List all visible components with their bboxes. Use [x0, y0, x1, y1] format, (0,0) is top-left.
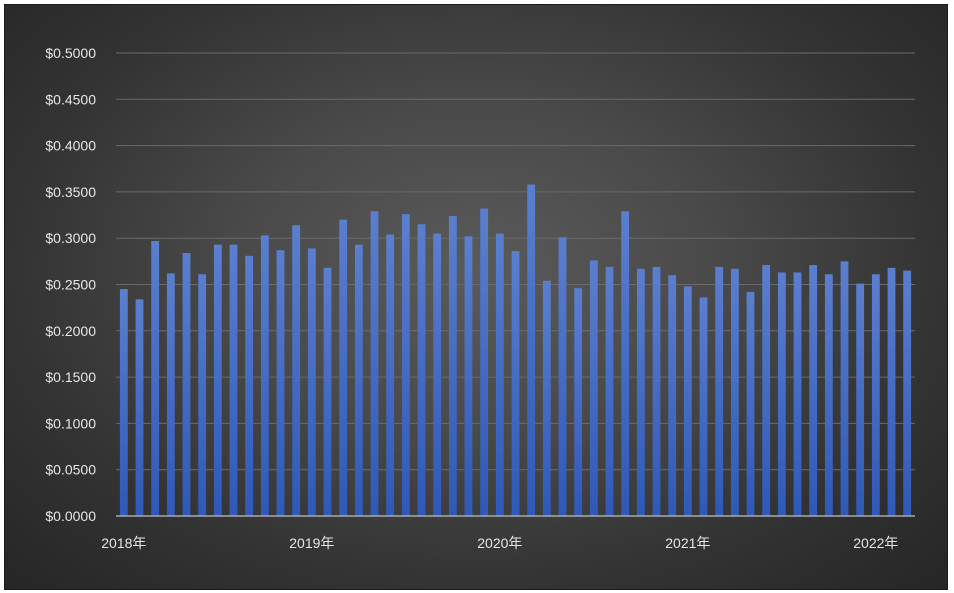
bar — [119, 289, 128, 516]
y-tick-label: $0.0000 — [45, 508, 96, 524]
x-tick-label: 2019年 — [289, 535, 334, 551]
bar — [401, 214, 410, 516]
bar — [245, 255, 254, 517]
bar — [166, 273, 175, 516]
bar — [558, 237, 567, 516]
bar — [824, 274, 833, 516]
y-tick-label: $0.0500 — [45, 462, 96, 478]
bar — [323, 267, 332, 516]
y-axis-tick-labels: $0.0000 $0.0500 $0.1000 $0.1500 $0.2000 $0.25… — [45, 45, 96, 524]
bar — [887, 267, 896, 516]
bar — [793, 272, 802, 516]
bar — [433, 233, 442, 516]
y-tick-label: $0.2500 — [45, 277, 96, 293]
bar — [809, 265, 818, 516]
bar — [605, 266, 614, 516]
bar — [589, 260, 598, 516]
bar — [135, 299, 144, 516]
bar — [182, 253, 191, 516]
bar — [574, 288, 583, 516]
bar — [151, 240, 160, 517]
bar — [307, 248, 316, 516]
y-tick-label: $0.1000 — [45, 415, 96, 431]
bar — [715, 266, 724, 516]
bar — [511, 251, 520, 516]
bar — [229, 244, 238, 516]
bar — [542, 280, 551, 516]
chart-area — [4, 4, 948, 590]
y-tick-label: $0.2000 — [45, 323, 96, 339]
bar — [213, 244, 222, 516]
bar — [339, 219, 348, 516]
bar — [871, 274, 880, 516]
bar — [699, 297, 708, 516]
bar — [370, 211, 379, 516]
bar — [448, 215, 457, 517]
y-tick-label: $0.3000 — [45, 230, 96, 246]
bar — [621, 211, 630, 516]
y-tick-label: $0.1500 — [45, 369, 96, 385]
bar — [668, 275, 677, 516]
bar — [292, 225, 301, 517]
bar — [464, 236, 473, 516]
bar — [856, 283, 865, 516]
bar — [730, 268, 739, 516]
bar — [652, 266, 661, 516]
x-tick-label: 2021年 — [665, 535, 710, 551]
bar — [386, 234, 395, 516]
bar — [276, 250, 285, 517]
bar — [527, 184, 536, 517]
bar — [260, 235, 269, 517]
x-tick-label: 2022年 — [853, 535, 898, 551]
bar — [840, 261, 849, 516]
bar — [495, 233, 504, 516]
bar — [480, 208, 489, 516]
y-tick-label: $0.4500 — [45, 91, 96, 107]
y-tick-label: $0.5000 — [45, 45, 96, 61]
bar — [354, 244, 363, 516]
x-axis-tick-labels: 2018年 2019年 2020年 2021年 2022年 — [101, 535, 898, 551]
x-tick-label: 2018年 — [101, 535, 146, 551]
y-tick-label: $0.4000 — [45, 138, 96, 154]
y-tick-label: $0.3500 — [45, 184, 96, 200]
bar-series — [119, 184, 912, 517]
bar — [762, 265, 771, 516]
bar — [636, 268, 645, 516]
bar — [198, 274, 207, 516]
x-tick-label: 2020年 — [477, 535, 522, 551]
bar — [903, 270, 912, 516]
bar — [417, 224, 426, 516]
bar — [777, 272, 786, 516]
bar — [746, 291, 755, 516]
bar — [683, 286, 692, 516]
